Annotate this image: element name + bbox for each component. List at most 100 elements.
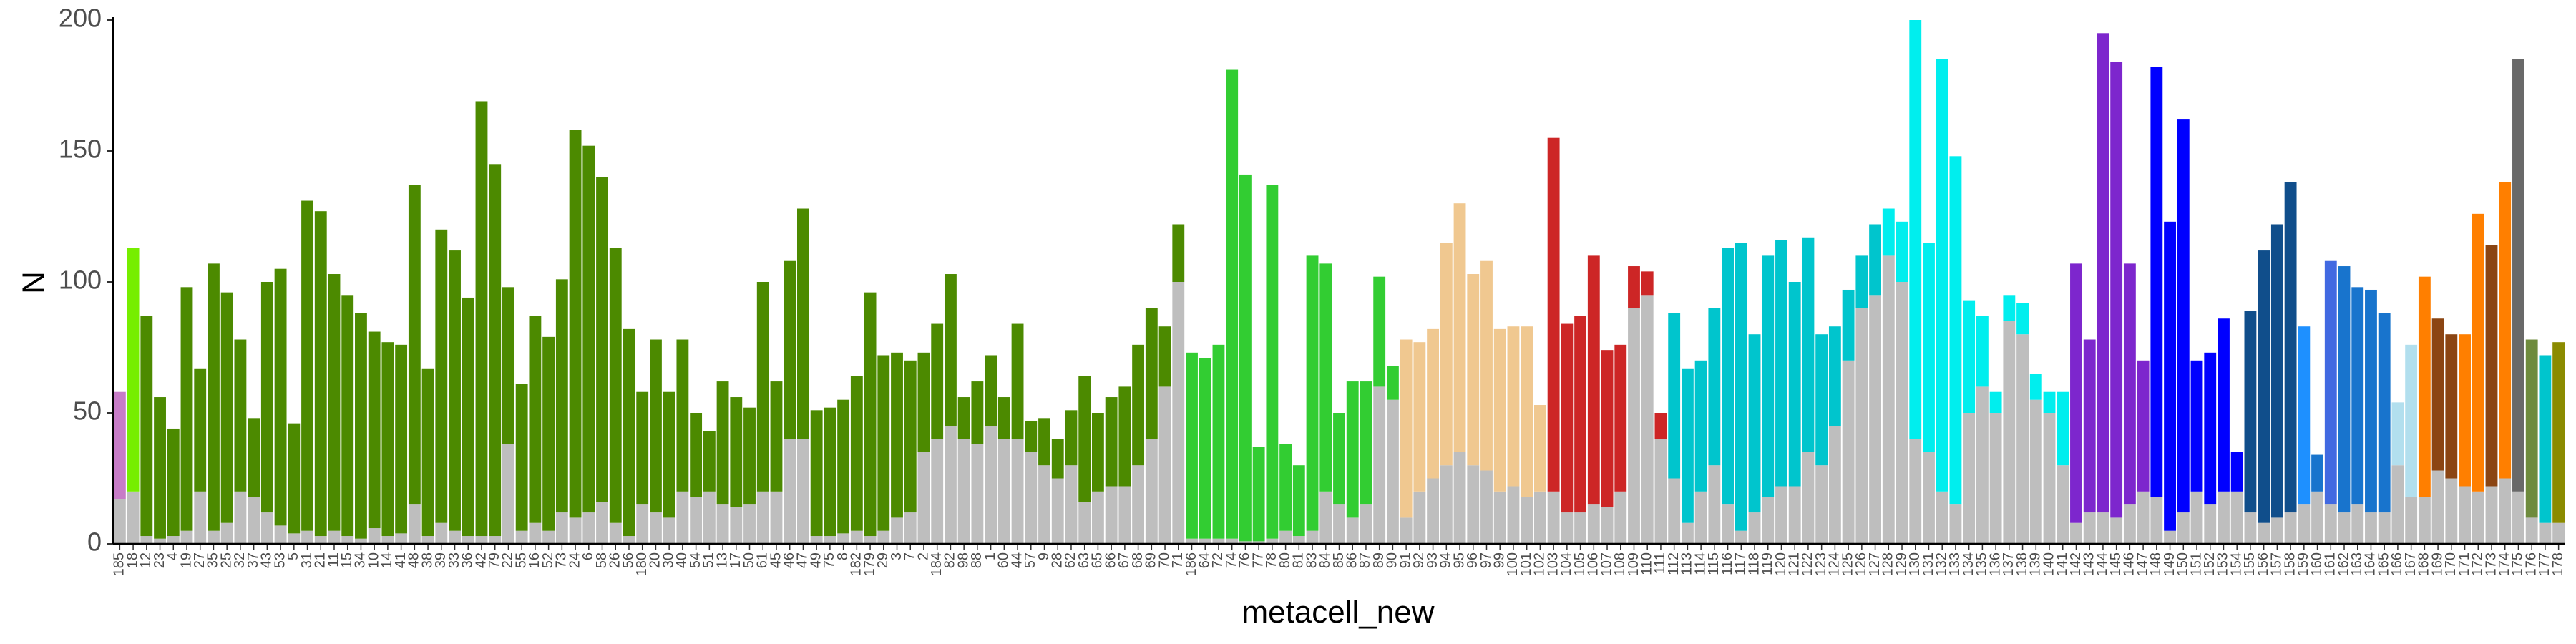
x-tick-label: 108: [1612, 552, 1628, 576]
bar-segment: [676, 339, 689, 492]
bar-segment: [2512, 491, 2524, 544]
x-tick-label: 72: [1210, 552, 1226, 568]
x-tick-label: 122: [1800, 552, 1815, 576]
x-tick-label: 71: [1170, 552, 1186, 568]
x-tick-label: 141: [2054, 552, 2070, 576]
bar-segment: [2164, 221, 2176, 531]
x-tick-label: 156: [2255, 552, 2271, 576]
bar-segment: [1105, 486, 1118, 544]
bar-segment: [542, 530, 555, 544]
bar-segment: [1091, 413, 1104, 492]
bar-segment: [997, 397, 1010, 439]
x-tick-label: 119: [1760, 552, 1775, 575]
bar-segment: [2365, 289, 2377, 513]
bar-segment: [2083, 512, 2096, 544]
x-tick-label: 20: [648, 552, 663, 568]
bar-segment: [368, 331, 381, 529]
x-tick-label: 135: [1974, 552, 1990, 576]
bar-segment: [730, 507, 743, 544]
x-tick-label: 43: [259, 552, 275, 568]
bar-segment: [1762, 497, 1775, 544]
bar-segment: [1775, 240, 1787, 487]
bar-segment: [1923, 243, 1935, 452]
x-tick-label: 19: [178, 552, 194, 568]
x-tick-label: 164: [2363, 552, 2379, 576]
bar-segment: [864, 292, 877, 537]
x-tick-label: 179: [862, 552, 877, 576]
bar-segment: [690, 497, 703, 544]
bar-segment: [1547, 491, 1560, 544]
x-tick-label: 15: [339, 552, 355, 568]
bar-segment: [288, 423, 301, 534]
x-tick-label: 126: [1853, 552, 1869, 576]
bar-segment: [2472, 213, 2484, 492]
x-tick-label: 42: [473, 552, 489, 568]
bar-segment: [1199, 358, 1211, 539]
bar-segment: [609, 522, 622, 544]
x-tick-label: 116: [1719, 552, 1735, 575]
bar-segment: [220, 522, 233, 544]
x-tick-label: 89: [1371, 552, 1387, 568]
bar-segment: [1346, 381, 1359, 518]
bar-segment: [824, 407, 836, 537]
x-tick-label: 118: [1746, 552, 1762, 575]
x-tick-label: 180: [634, 552, 650, 576]
x-tick-label: 143: [2081, 552, 2097, 576]
bar-segment: [1025, 452, 1038, 544]
x-tick-label: 21: [313, 552, 328, 568]
bar-segment: [703, 491, 716, 544]
x-tick-label: 62: [1063, 552, 1078, 568]
y-tick-label: 50: [73, 396, 102, 426]
bar-segment: [2459, 486, 2471, 544]
x-tick-label: 11: [326, 552, 341, 567]
x-tick-label: 172: [2470, 552, 2486, 576]
bar-segment: [167, 536, 180, 544]
bar-segment: [2057, 391, 2069, 466]
x-tick-label: 158: [2282, 552, 2298, 576]
bar-segment: [743, 504, 756, 544]
x-tick-label: 76: [1237, 552, 1253, 568]
bar-segment: [1842, 360, 1855, 544]
x-tick-label: 22: [500, 552, 516, 568]
bar-segment: [220, 292, 233, 523]
x-tick-label: 182: [849, 552, 864, 576]
bar-segment: [1038, 465, 1050, 544]
bar-segment: [1896, 221, 1908, 282]
x-tick-label: 81: [1291, 552, 1307, 568]
x-tick-label: 149: [2162, 552, 2177, 576]
bar-segment: [1333, 413, 1345, 505]
bar-segment: [1038, 418, 1050, 466]
bar-segment: [676, 491, 689, 544]
bar-segment: [1158, 326, 1171, 387]
x-tick-label: 133: [1947, 552, 1963, 576]
bar-segment: [1601, 350, 1614, 507]
bar-segment: [341, 536, 354, 544]
x-tick-label: 128: [1880, 552, 1896, 576]
x-tick-label: 28: [1050, 552, 1065, 568]
bar-segment: [408, 504, 421, 544]
bar-segment: [435, 229, 448, 523]
x-tick-label: 115: [1706, 552, 1722, 575]
x-tick-label: 124: [1827, 552, 1843, 576]
bar-segment: [274, 525, 287, 544]
x-tick-label: 137: [2001, 552, 2016, 576]
bar-segment: [1400, 339, 1413, 518]
bar-segment: [864, 536, 877, 544]
bar-segment: [194, 368, 207, 492]
bar-segment: [2003, 295, 2016, 321]
bar-segment: [2378, 313, 2391, 513]
x-tick-label: 40: [674, 552, 690, 568]
bar-segment: [127, 491, 140, 544]
bar-segment: [1306, 255, 1319, 531]
bar-segment: [489, 536, 502, 544]
bar-segment: [260, 512, 273, 544]
x-tick-label: 163: [2349, 552, 2365, 576]
x-tick-label: 51: [701, 552, 717, 568]
bar-segment: [1078, 502, 1091, 544]
bar-segment: [1453, 203, 1466, 452]
bar-segment: [1078, 376, 1091, 502]
bar-segment: [1561, 323, 1574, 513]
bar-segment: [2391, 465, 2404, 544]
x-tick-label: 50: [741, 552, 757, 568]
bar-segment: [2070, 522, 2082, 544]
